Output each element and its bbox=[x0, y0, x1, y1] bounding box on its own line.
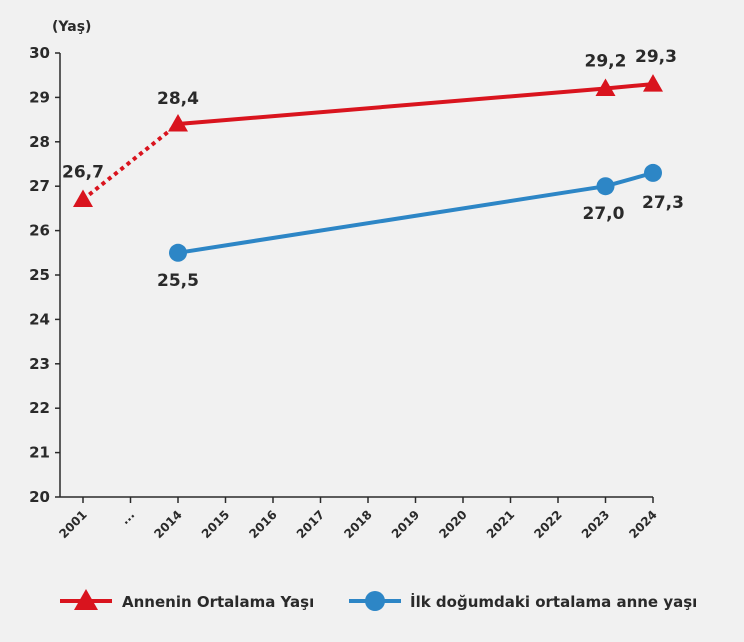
x-tick-label: 2017 bbox=[294, 508, 328, 542]
legend-label-1: İlk doğumdaki ortalama anne yaşı bbox=[410, 592, 697, 611]
x-tick-label: 2022 bbox=[531, 508, 565, 542]
x-tick-label: 2015 bbox=[199, 508, 233, 542]
y-unit-label: (Yaş) bbox=[52, 19, 91, 35]
series-1-marker bbox=[169, 243, 187, 262]
series-1-data-label: 27,0 bbox=[583, 204, 625, 224]
legend-marker-circle bbox=[365, 591, 385, 611]
y-tick-label: 20 bbox=[29, 488, 50, 506]
series-1-marker bbox=[644, 163, 662, 182]
series-0-data-label: 26,7 bbox=[62, 163, 104, 183]
series-0-segment bbox=[605, 82, 654, 91]
series-1-data-label: 27,3 bbox=[642, 193, 684, 213]
legend-label-0: Annenin Ortalama Yaşı bbox=[122, 593, 314, 611]
x-tick-label: 2023 bbox=[579, 508, 613, 542]
series-1-segment bbox=[177, 184, 606, 255]
y-tick-label: 27 bbox=[29, 177, 50, 195]
series-0-segment bbox=[177, 86, 606, 127]
x-tick-label: ... bbox=[118, 508, 138, 528]
x-tick-label: 2016 bbox=[246, 508, 280, 542]
x-tick-label: 2024 bbox=[626, 508, 660, 542]
y-tick-label: 24 bbox=[29, 310, 50, 328]
y-tick-label: 23 bbox=[29, 355, 50, 373]
x-tick-label: 2001 bbox=[56, 508, 90, 542]
series-0-marker bbox=[73, 189, 93, 208]
y-tick-label: 25 bbox=[29, 266, 50, 284]
x-tick-label: 2018 bbox=[341, 508, 375, 542]
y-tick-label: 22 bbox=[29, 399, 50, 417]
series-0-marker bbox=[168, 114, 188, 132]
x-tick-label: 2014 bbox=[151, 508, 185, 542]
series-1-marker bbox=[596, 177, 615, 196]
y-tick-label: 28 bbox=[29, 133, 50, 151]
y-tick-label: 29 bbox=[29, 88, 50, 106]
series-0-marker bbox=[643, 74, 663, 92]
y-tick-label: 21 bbox=[29, 444, 50, 462]
y-tick-label: 26 bbox=[29, 222, 50, 240]
series-1-data-label: 25,5 bbox=[157, 271, 199, 291]
legend-marker-triangle bbox=[74, 589, 98, 610]
x-tick-label: 2021 bbox=[484, 508, 518, 542]
x-tick-label: 2020 bbox=[436, 508, 470, 542]
x-tick-label: 2019 bbox=[389, 508, 423, 542]
series-0-marker bbox=[595, 78, 616, 97]
y-tick-label: 30 bbox=[29, 44, 50, 62]
series-0-data-label: 29,2 bbox=[585, 52, 627, 72]
series-0-data-label: 29,3 bbox=[635, 47, 677, 67]
series-0-data-label: 28,4 bbox=[157, 89, 199, 109]
